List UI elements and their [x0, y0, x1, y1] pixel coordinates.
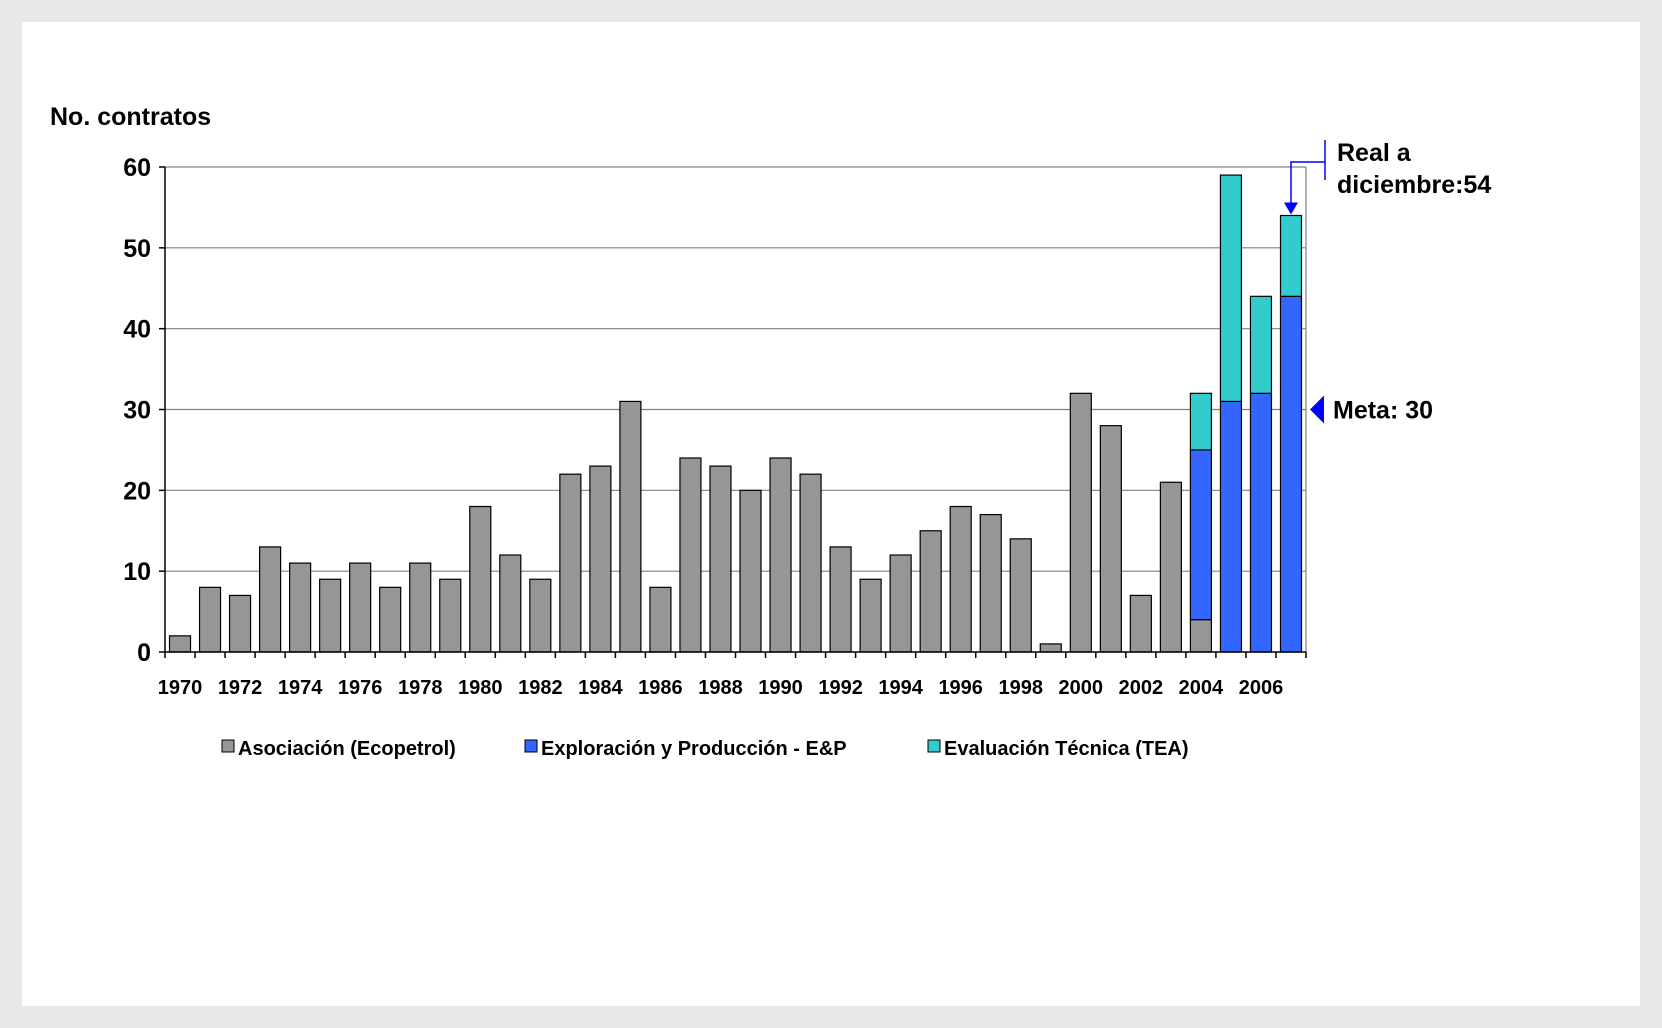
legend: Asociación (Ecopetrol) Exploración y Prod… — [221, 738, 1189, 760]
bar-segment — [1249, 295, 1273, 394]
real-label-line1: Real a — [1337, 139, 1412, 167]
bar-segment — [1099, 425, 1122, 653]
y-tick-labels: 0 10 20 30 40 50 60 — [123, 154, 151, 667]
x-tick-label: 2004 — [1179, 677, 1224, 699]
x-tick-label: 1970 — [158, 677, 203, 699]
y-tick-label: 60 — [123, 154, 151, 182]
bar-segment — [679, 457, 702, 653]
legend-swatch — [221, 739, 235, 753]
y-tick-label: 50 — [123, 235, 151, 263]
real-arrow-head — [1283, 202, 1298, 215]
bar-segment — [859, 578, 882, 653]
x-tick-labels: 1970 1972 1974 1976 1978 1980 1982 1984 1986 1988… — [158, 677, 1283, 699]
x-tick-label: 1974 — [278, 677, 323, 699]
x-tick-label: 1996 — [938, 677, 983, 699]
bar-segment — [1039, 643, 1062, 653]
x-tick-label: 2000 — [1059, 677, 1104, 699]
annotations: Real a diciembre:54 Meta: 30 — [1283, 139, 1491, 425]
x-tick-label: 1978 — [398, 677, 443, 699]
meta-label: Meta: 30 — [1333, 397, 1433, 425]
bar-segment — [769, 457, 792, 653]
x-tick-label: 1998 — [999, 677, 1044, 699]
bar-segment — [168, 635, 192, 653]
meta-marker — [1310, 395, 1324, 424]
bar-segment — [1189, 619, 1213, 653]
bar-segment — [799, 473, 822, 653]
x-tick-label: 1994 — [878, 677, 923, 699]
bar-segment — [1129, 594, 1152, 653]
legend-swatch — [524, 739, 538, 753]
bar-segment — [198, 586, 222, 653]
bar-segment — [379, 586, 402, 653]
bar-segment — [289, 562, 312, 653]
x-tick-label: 1990 — [758, 677, 803, 699]
x-tick-label: 1982 — [518, 677, 563, 699]
bar-segment — [1009, 538, 1032, 653]
bar-segment — [1159, 481, 1182, 653]
legend-swatch — [927, 739, 941, 753]
x-tick-label: 1988 — [698, 677, 743, 699]
y-tick-label: 10 — [123, 558, 151, 586]
bar-segment — [1189, 449, 1213, 621]
bar-segment — [949, 505, 972, 653]
x-tick-label: 1986 — [638, 677, 683, 699]
x-tick-label: 1972 — [218, 677, 263, 699]
bar-segment — [739, 489, 762, 653]
x-tick-label: 1980 — [458, 677, 503, 699]
bar-segment — [1189, 392, 1213, 451]
real-arrow-line — [1290, 161, 1325, 204]
bar-segment — [649, 586, 672, 653]
bar-segment — [979, 513, 1002, 653]
x-tick-label: 2002 — [1119, 677, 1164, 699]
x-tick-label: 1984 — [578, 677, 623, 699]
bar-segment — [1219, 400, 1243, 653]
bar-segment — [439, 578, 462, 653]
bar-segment — [469, 505, 492, 653]
y-tick-label: 40 — [123, 316, 151, 344]
x-tick-label: 2006 — [1239, 677, 1284, 699]
bar-segment — [1249, 392, 1273, 653]
bar-segment — [1279, 214, 1303, 297]
chart-frame: 0 10 20 30 40 50 60 1970 1972 1974 1976 1978 1980 19… — [22, 22, 1640, 1006]
x-tick-label: 1976 — [338, 677, 383, 699]
bar-segment — [889, 554, 912, 653]
axes — [159, 166, 1307, 658]
y-axis-title: No. contratos — [50, 103, 211, 131]
bars — [168, 174, 1303, 653]
y-tick-label: 20 — [123, 477, 151, 505]
bar-segment — [228, 594, 252, 653]
bar-segment — [319, 578, 342, 653]
bar-segment — [258, 546, 282, 653]
bar-segment — [499, 554, 522, 653]
x-tick-label: 1992 — [818, 677, 863, 699]
bar-segment — [709, 465, 732, 653]
y-tick-label: 0 — [137, 639, 151, 667]
bar-segment — [1219, 174, 1243, 403]
bar-segment — [409, 562, 432, 653]
legend-label: Evaluación Técnica (TEA) — [944, 738, 1189, 760]
bar-segment — [349, 562, 372, 653]
bar-segment — [559, 473, 582, 653]
bar-segment — [619, 400, 642, 653]
legend-label: Asociación (Ecopetrol) — [238, 738, 456, 760]
bar-segment — [1069, 392, 1092, 653]
real-label-line2: diciembre:54 — [1337, 171, 1491, 199]
bar-segment — [919, 530, 942, 653]
y-tick-label: 30 — [123, 397, 151, 425]
bar-segment — [589, 465, 612, 653]
bar-segment — [529, 578, 552, 653]
legend-label: Exploración y Producción - E&P — [541, 738, 847, 760]
bar-segment — [829, 546, 852, 653]
bar-segment — [1279, 295, 1303, 653]
